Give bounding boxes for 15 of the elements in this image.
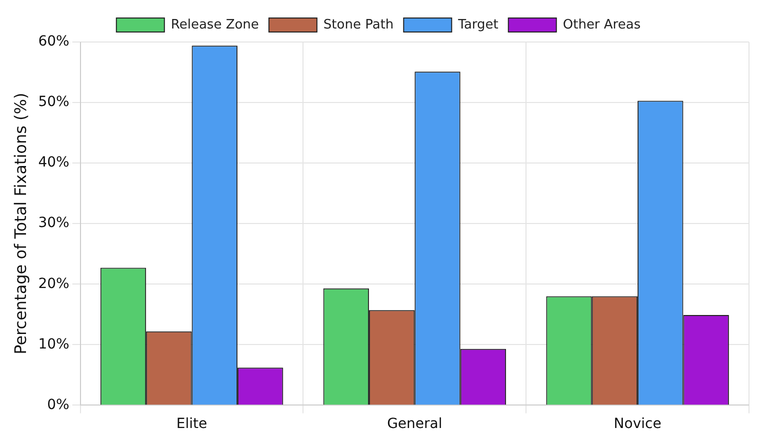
x-tick-label: Novice [614, 416, 662, 432]
y-tick-label: 0% [47, 396, 70, 413]
legend-label: Target [457, 17, 498, 32]
legend-label: Release Zone [170, 17, 259, 32]
x-tick-label: General [387, 416, 442, 432]
y-tick-label: 60% [38, 34, 70, 50]
y-tick-label: 40% [38, 154, 70, 171]
y-tick-label: 50% [38, 94, 70, 110]
x-tick-label: Elite [176, 416, 208, 432]
y-tick-label: 10% [38, 336, 70, 352]
y-axis-title: Percentage of Total Fixations (%) [10, 92, 30, 354]
y-tick-label: 30% [38, 215, 70, 232]
y-tick-label: 20% [38, 276, 70, 292]
legend-label: Stone Path [323, 17, 394, 32]
legend-label: Other Areas [562, 17, 641, 32]
